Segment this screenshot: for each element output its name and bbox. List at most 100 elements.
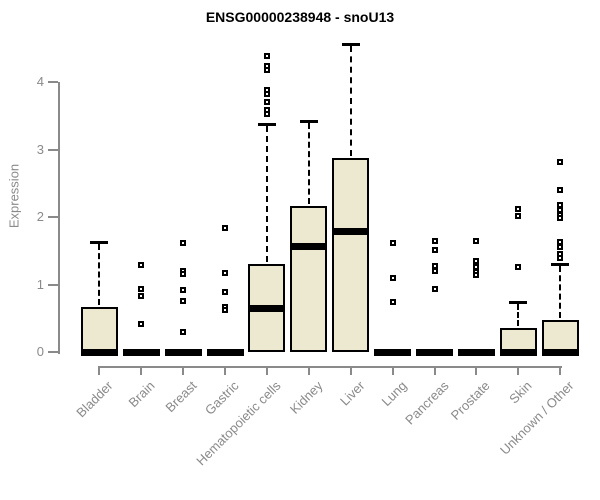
outlier-point [473,237,480,244]
y-tick [48,351,58,353]
whisker-line [559,265,562,318]
x-tick-label: Brain [125,378,158,411]
x-tick [307,368,310,375]
whisker-line [349,45,352,157]
x-tick [559,368,562,375]
outlier-point [431,262,438,269]
median-line [499,348,537,356]
x-tick-label: Kidney [286,378,326,417]
median-line [248,304,286,312]
outlier-point [557,243,564,250]
y-tick-label: 1 [36,276,44,292]
outlier-point [138,261,145,268]
whisker-cap [551,262,570,266]
x-tick [98,368,101,375]
outlier-point [515,212,522,219]
x-tick [182,368,185,375]
x-tick [433,368,436,375]
outlier-point [557,255,564,262]
outlier-point [263,111,270,118]
x-tick-label: Bladder [73,378,116,421]
outlier-point [473,272,480,279]
outlier-point [180,239,187,246]
outlier-point [180,329,187,336]
outlier-point [431,238,438,245]
median-line [416,348,453,356]
whisker-cap [509,301,528,305]
x-tick-label: Skin [506,378,535,407]
outlier-point [557,215,564,222]
x-tick [517,368,520,375]
x-tick [391,368,394,375]
x-axis-line [97,366,562,368]
box [290,205,328,352]
outlier-point [138,286,145,293]
outlier-point [180,298,187,305]
outlier-point [222,307,228,314]
outlier-point [431,286,438,293]
outlier-point [222,225,228,232]
x-tick-label: Lung [378,378,410,410]
median-line [164,348,202,356]
x-tick-label: Liver [336,378,368,409]
outlier-point [431,247,438,254]
median-line [541,348,579,356]
outlier-point [557,187,564,193]
outlier-point [473,257,480,264]
y-tick [48,216,58,218]
whisker-cap [257,122,276,126]
y-tick [48,81,58,83]
box [332,158,370,352]
outlier-point [389,299,396,306]
x-tick [265,368,268,375]
x-tick-label: Unknown / Other [497,378,577,458]
y-tick-label: 4 [36,74,44,89]
outlier-point [138,292,145,299]
x-tick-label: Pancreas [401,378,452,428]
whisker-cap [299,120,318,124]
outlier-point [180,286,187,293]
whisker-line [98,243,101,306]
y-tick [48,148,58,151]
median-line [290,243,328,251]
outlier-point [263,52,270,59]
x-tick-label: Prostate [448,378,493,423]
median-line [206,348,244,356]
chart-title: ENSG00000238948 - snoU13 [205,9,395,25]
x-tick [224,368,226,375]
whisker-line [307,123,310,204]
x-tick [349,368,352,375]
x-tick [140,368,143,375]
outlier-point [389,274,396,281]
whisker-cap [341,42,360,46]
outlier-point [138,321,145,328]
box [541,319,579,352]
x-tick [475,368,478,375]
outlier-point [557,201,564,208]
outlier-point [515,263,522,270]
outlier-point [431,268,438,274]
median-line [80,348,118,356]
outlier-point [515,205,522,212]
x-tick-label: Breast [162,378,200,416]
outlier-point [263,91,270,98]
median-line [122,348,160,356]
y-tick-label: 2 [36,209,44,224]
y-tick-label: 0 [36,344,44,359]
outlier-point [557,159,564,166]
y-tick-label: 3 [36,141,44,157]
outlier-point [222,270,228,277]
outlier-point [389,239,396,246]
whisker-line [517,304,520,327]
outlier-point [263,99,270,106]
median-line [457,348,495,356]
outlier-point [263,66,270,73]
x-tick-label: Gastric [201,378,242,418]
whisker-line [265,125,268,262]
y-axis-line [58,82,60,354]
median-line [374,348,412,356]
whisker-cap [90,240,109,244]
box [80,307,118,352]
median-line [332,227,370,235]
